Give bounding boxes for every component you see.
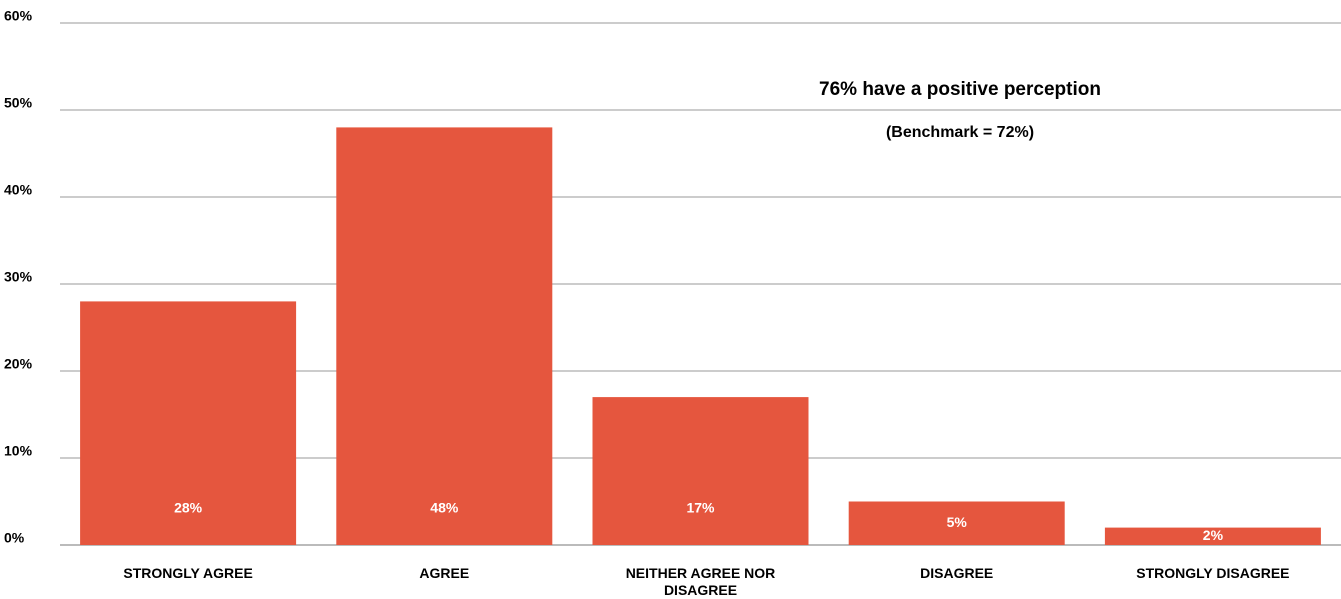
bar bbox=[592, 397, 809, 545]
x-tick-label: NEITHER AGREE NOR DISAGREE bbox=[625, 565, 776, 598]
value-label: 5% bbox=[947, 514, 968, 530]
y-tick-label: 0% bbox=[4, 530, 25, 546]
annotation: 76% have a positive perception bbox=[819, 79, 1101, 100]
y-tick-label: 10% bbox=[4, 443, 33, 459]
y-tick-label: 30% bbox=[4, 269, 33, 285]
value-label: 17% bbox=[686, 500, 715, 516]
x-tick-label: STRONGLY DISAGREE bbox=[1136, 565, 1290, 581]
bar bbox=[80, 301, 297, 545]
bar bbox=[848, 501, 1065, 545]
x-tick-label: DISAGREE bbox=[920, 565, 994, 581]
value-label: 48% bbox=[430, 500, 459, 516]
y-tick-label: 40% bbox=[4, 182, 33, 198]
x-tick-label: STRONGLY AGREE bbox=[123, 565, 253, 581]
annotation: (Benchmark = 72%) bbox=[886, 124, 1034, 141]
value-label: 2% bbox=[1203, 527, 1224, 543]
y-tick-label: 20% bbox=[4, 356, 33, 372]
y-tick-label: 60% bbox=[4, 8, 33, 24]
bar bbox=[1104, 527, 1321, 545]
value-label: 28% bbox=[174, 500, 203, 516]
x-tick-label: AGREE bbox=[419, 565, 470, 581]
bar bbox=[336, 127, 553, 546]
y-tick-label: 50% bbox=[4, 95, 33, 111]
